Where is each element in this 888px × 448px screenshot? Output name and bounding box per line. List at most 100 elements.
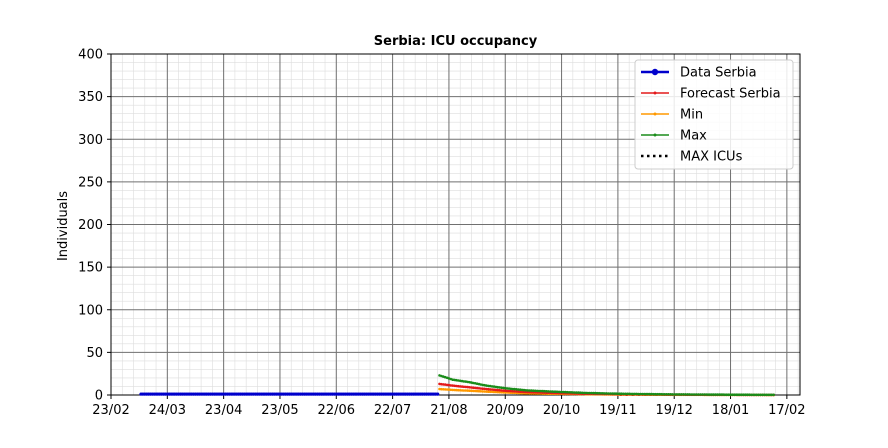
data-point [689, 393, 693, 396]
data-point [509, 389, 513, 393]
data-point [575, 391, 578, 394]
y-tick-label: 0 [95, 389, 103, 404]
data-point [517, 388, 520, 391]
data-point [761, 393, 764, 397]
data-point [648, 392, 652, 396]
data-point [492, 388, 496, 392]
data-point [479, 387, 483, 390]
data-point [513, 390, 516, 393]
data-point [757, 393, 760, 397]
data-point [485, 390, 488, 393]
data-point [492, 390, 496, 394]
data-point [731, 393, 734, 397]
data-point [723, 393, 727, 397]
y-tick-label: 250 [78, 175, 103, 190]
data-point [691, 393, 695, 396]
data-point [746, 393, 749, 397]
data-point [729, 393, 732, 397]
data-point [727, 393, 730, 397]
data-point [629, 392, 633, 396]
data-point [706, 393, 710, 396]
data-point [549, 390, 552, 393]
data-point [507, 387, 511, 390]
data-point [567, 391, 571, 394]
data-point [721, 393, 725, 396]
data-point [462, 385, 466, 389]
data-point [507, 389, 511, 393]
series-layer [139, 374, 775, 397]
data-point [571, 391, 575, 394]
series-data-serbia [139, 392, 440, 396]
data-point [513, 387, 516, 391]
data-point [684, 393, 687, 396]
data-point [552, 390, 556, 394]
y-tick-label: 300 [78, 133, 103, 148]
data-point [719, 393, 723, 396]
x-tick-label: 18/01 [712, 403, 749, 418]
data-point [502, 389, 505, 392]
data-point [661, 393, 665, 396]
data-point [458, 389, 462, 392]
data-point [515, 390, 518, 393]
data-point [665, 393, 668, 396]
data-point [468, 389, 471, 393]
data-point [550, 390, 554, 393]
data-point [590, 391, 593, 395]
data-point [620, 392, 623, 396]
data-point [526, 389, 530, 392]
data-point [657, 392, 661, 396]
data-point [472, 386, 475, 390]
x-tick-label: 20/10 [543, 403, 580, 418]
y-tick-label: 350 [78, 90, 103, 105]
data-point [520, 390, 524, 394]
data-point [695, 393, 698, 396]
data-point [580, 391, 584, 395]
data-point [500, 391, 503, 394]
data-point [457, 384, 460, 388]
data-point [622, 392, 625, 396]
data-point [524, 389, 528, 392]
data-point [736, 393, 740, 397]
chart-title: Serbia: ICU occupancy [374, 34, 538, 49]
data-point [436, 392, 440, 396]
data-point [556, 390, 560, 394]
data-point [680, 393, 683, 396]
data-point [701, 393, 704, 396]
data-point [763, 393, 766, 397]
data-point [543, 389, 546, 393]
data-point [500, 386, 503, 390]
data-point [451, 378, 455, 382]
legend: Data Serbia Forecast Serbia Min Max MAX ICUs [634, 59, 794, 170]
data-point [473, 389, 477, 393]
data-point [633, 392, 637, 396]
data-point [498, 388, 501, 392]
legend-label: Forecast Serbia [680, 87, 781, 102]
y-tick-label: 100 [78, 303, 103, 318]
legend-label: Min [680, 108, 703, 123]
data-point [451, 388, 455, 392]
data-point [558, 390, 561, 394]
data-point [624, 392, 627, 396]
data-point [440, 387, 443, 391]
data-point [483, 387, 486, 391]
legend-label: Data Serbia [680, 66, 757, 81]
data-point [682, 393, 685, 396]
data-point [667, 393, 670, 396]
data-point [697, 393, 700, 396]
data-point [703, 393, 706, 396]
data-point [505, 387, 509, 390]
data-point [642, 392, 646, 396]
data-point [541, 389, 545, 393]
data-point [457, 388, 460, 392]
legend-item: Min [641, 108, 703, 123]
data-point [714, 393, 717, 396]
data-point [616, 392, 620, 396]
data-point [539, 389, 543, 393]
data-point [672, 393, 676, 396]
data-point [588, 391, 591, 395]
legend-box [634, 59, 794, 170]
data-point [458, 385, 462, 388]
data-point [442, 383, 445, 386]
data-point [464, 385, 468, 389]
